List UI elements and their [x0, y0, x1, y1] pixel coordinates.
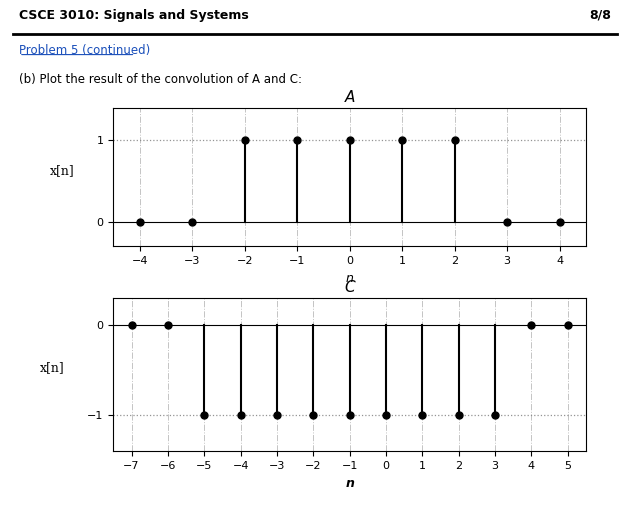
Text: (b) Plot the result of the convolution of A and C:: (b) Plot the result of the convolution o…	[19, 73, 302, 86]
Title: C: C	[345, 280, 355, 295]
Text: 8/8: 8/8	[589, 9, 611, 22]
X-axis label: n: n	[345, 477, 354, 490]
Text: CSCE 3010: Signals and Systems: CSCE 3010: Signals and Systems	[19, 9, 249, 22]
Text: Problem 5 (continued): Problem 5 (continued)	[19, 44, 150, 57]
Y-axis label: x[n]: x[n]	[40, 362, 65, 374]
X-axis label: n: n	[346, 271, 353, 285]
Title: A: A	[345, 90, 355, 105]
Y-axis label: x[n]: x[n]	[50, 164, 74, 177]
